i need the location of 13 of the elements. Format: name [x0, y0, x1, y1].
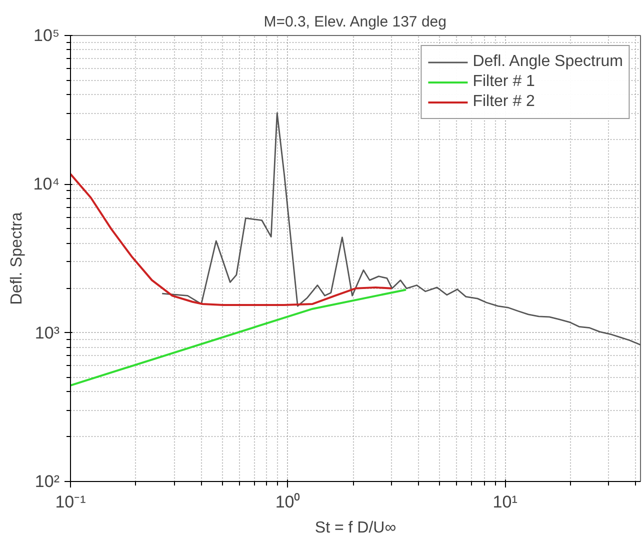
legend-label: Filter # 2 — [472, 93, 535, 111]
y-tick-label: 10⁴ — [33, 174, 60, 194]
y-tick-label: 10⁵ — [34, 26, 60, 45]
legend-label: Filter # 1 — [472, 73, 535, 91]
legend-label: Defl. Angle Spectrum — [472, 53, 623, 71]
chart-title: M=0.3, Elev. Angle 137 deg — [264, 14, 446, 30]
y-axis-title: Defl. Spectra — [8, 212, 26, 305]
y-tick-label: 10³ — [34, 323, 60, 342]
y-tick-label: 10² — [34, 472, 60, 491]
x-tick-label: 10¹ — [492, 492, 518, 512]
x-tick-label: 10⁰ — [275, 492, 300, 512]
x-tick-label: 10⁻¹ — [55, 492, 86, 512]
x-axis-title: St = f D/U∞ — [314, 520, 396, 536]
